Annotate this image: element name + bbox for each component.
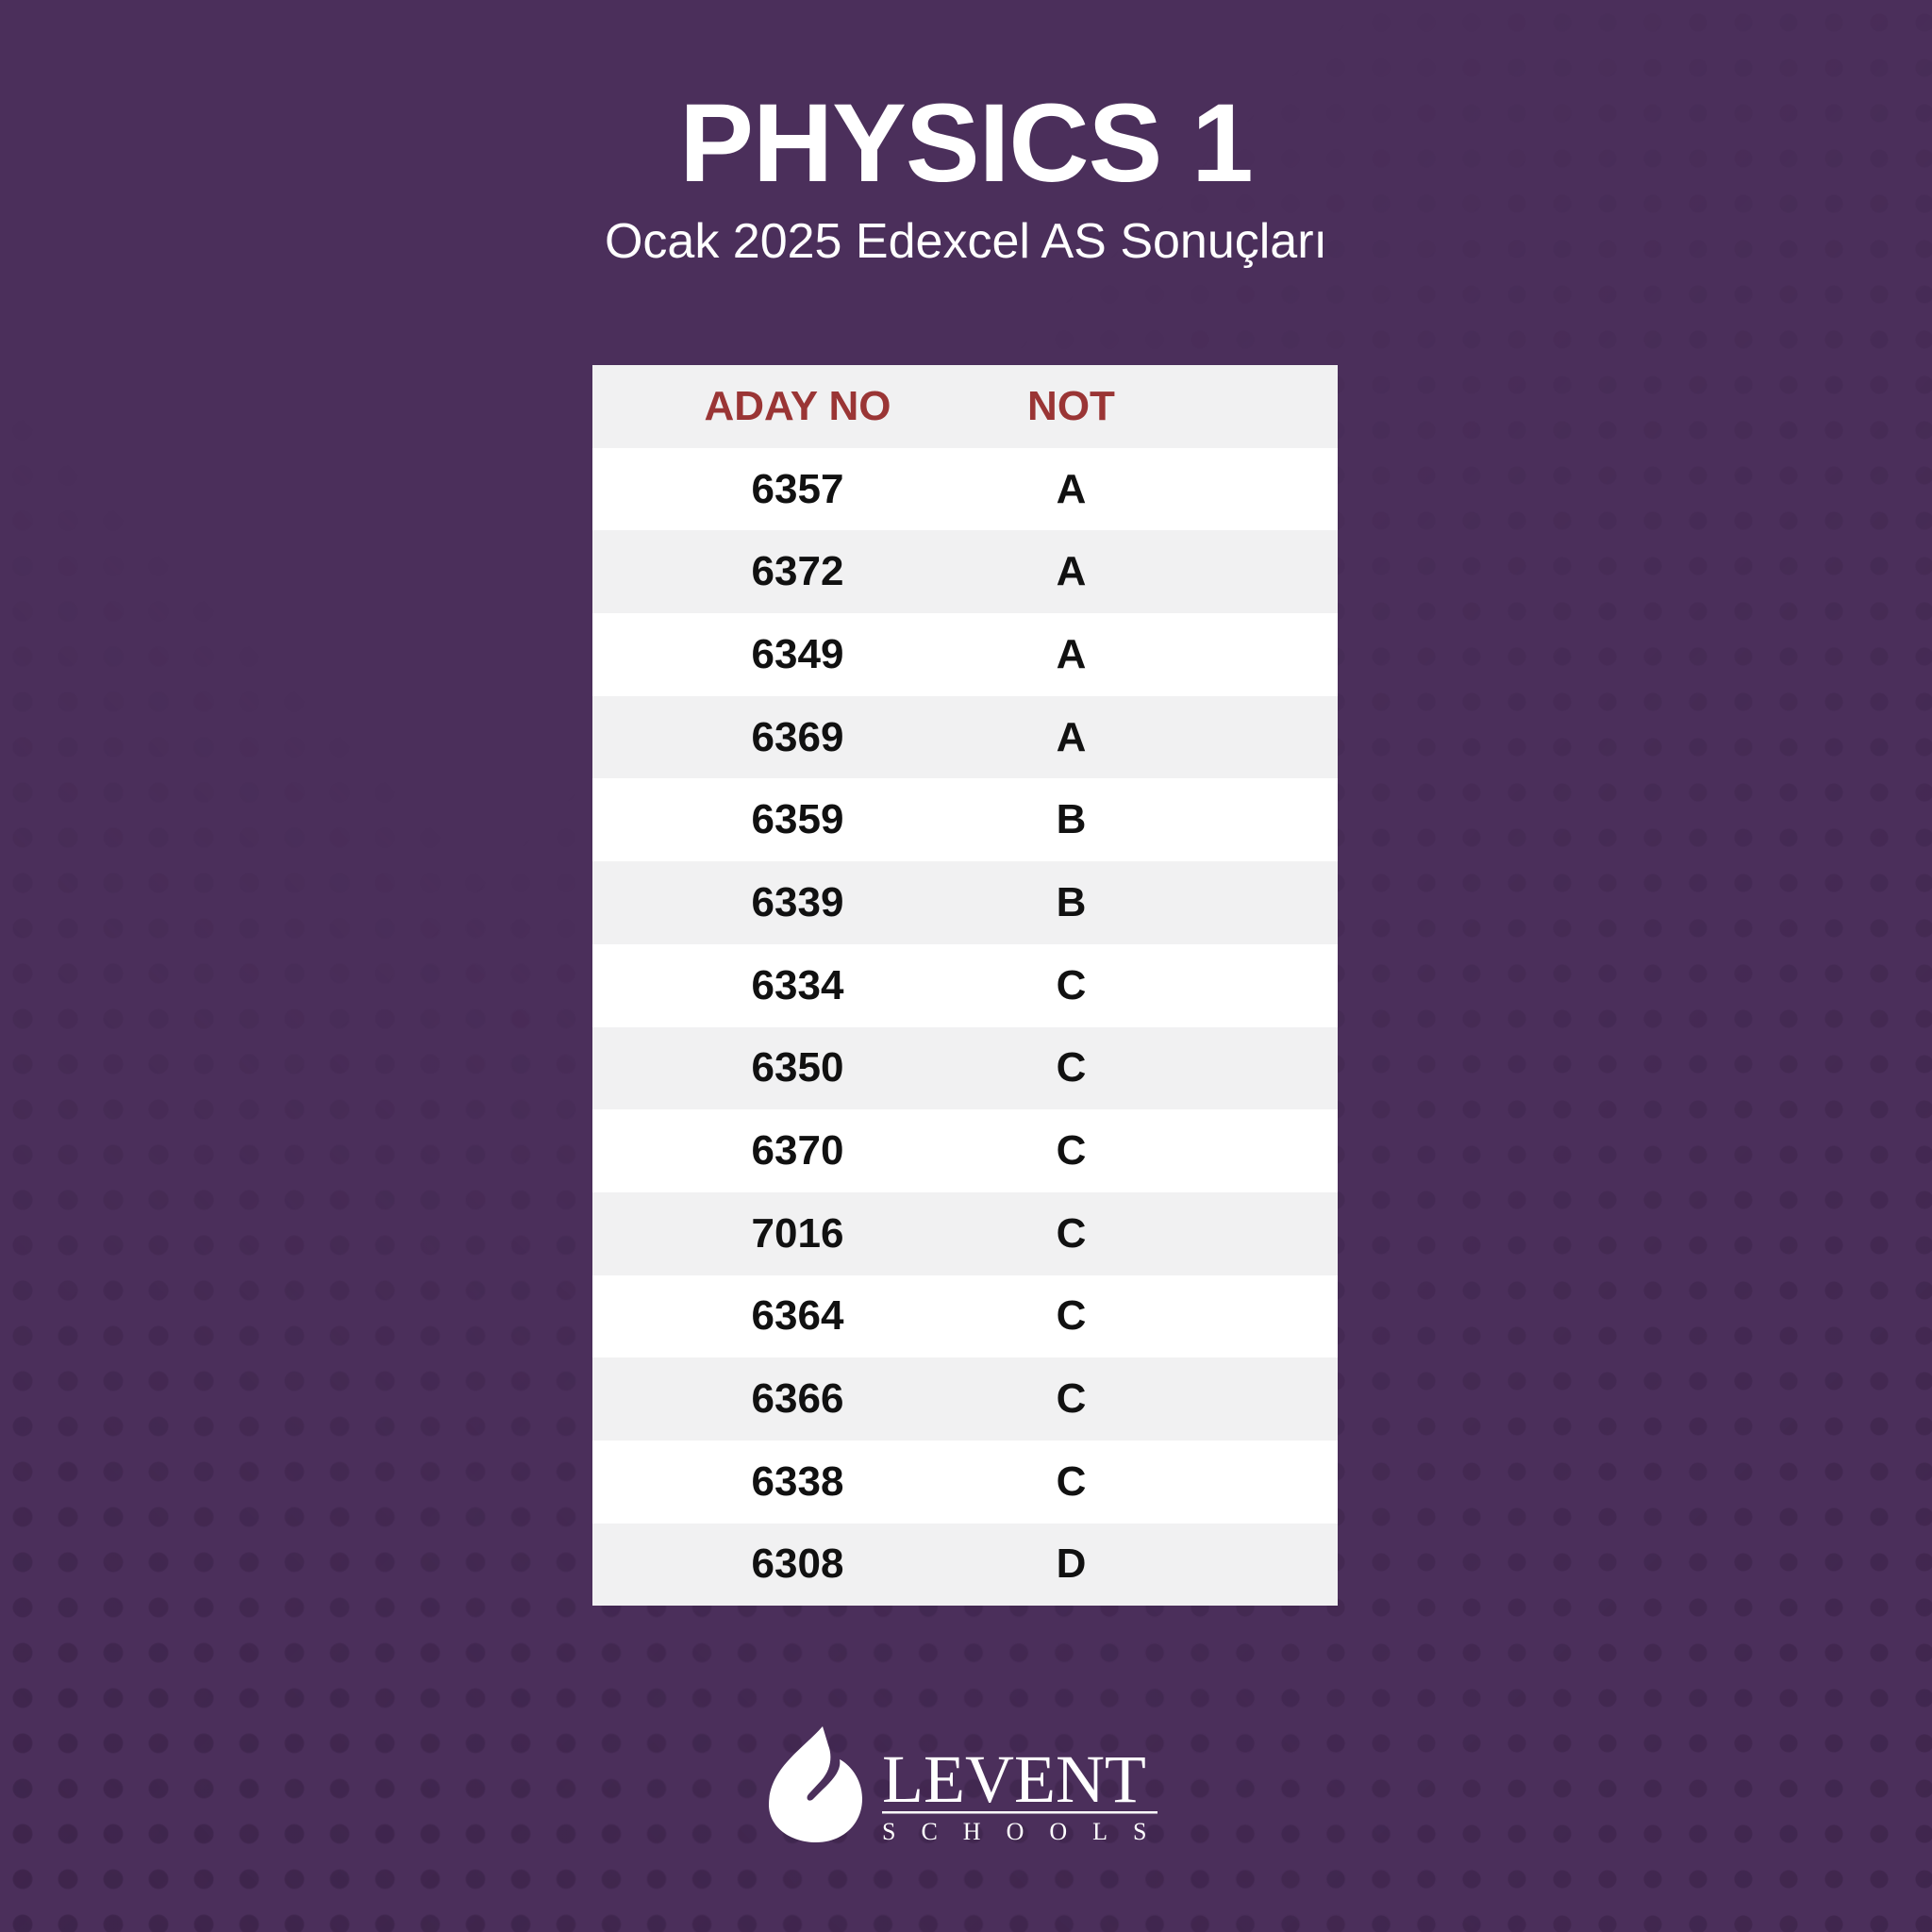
grade-cell: A [1056,630,1087,677]
grade-cell: C [1056,1044,1087,1091]
candidate-no-cell: 6359 [751,796,844,843]
candidate-no-cell: 6339 [751,878,844,925]
candidate-no-cell: 6308 [751,1541,844,1588]
candidate-no-cell: 6349 [751,630,844,677]
table-row: 6369 A [592,695,1338,779]
header-candidate-no: ADAY NO [704,382,891,429]
grade-cell: D [1056,1541,1087,1588]
candidate-no-cell: 6370 [751,1127,844,1174]
levent-schools-logo: LEVENT SCHOOLS [769,1726,1170,1844]
table-header-row: ADAY NO NOT [592,365,1338,448]
grade-cell: A [1056,713,1087,760]
candidate-no-cell: 6364 [751,1292,844,1340]
flame-icon [769,1726,862,1842]
candidate-no-cell: 6350 [751,1044,844,1091]
table-row: 6372 A [592,530,1338,614]
table-row: 6334 C [592,943,1338,1027]
table-row: 6359 B [592,778,1338,862]
candidate-no-cell: 6334 [751,961,844,1008]
table-row: 6350 C [592,1026,1338,1110]
page-subtitle: Ocak 2025 Edexcel AS Sonuçları [604,214,1327,269]
page-title: PHYSICS 1 [679,81,1253,206]
grade-cell: A [1056,465,1087,512]
table-row: 6357 A [592,447,1338,531]
table-row: 6339 B [592,861,1338,944]
candidate-no-cell: 6338 [751,1457,844,1505]
table-row: 6370 C [592,1109,1338,1192]
grade-cell: C [1056,1209,1087,1257]
table-row: 7016 C [592,1191,1338,1275]
table-row: 6366 C [592,1357,1338,1441]
header-grade: NOT [1027,382,1115,429]
grade-cell: B [1056,796,1087,843]
grade-cell: C [1056,961,1087,1008]
grade-cell: A [1056,548,1087,595]
table-row: 6338 C [592,1440,1338,1524]
candidate-no-cell: 6366 [751,1375,844,1423]
table-row: 6349 A [592,613,1338,696]
grade-cell: C [1056,1457,1087,1505]
grade-cell: B [1056,878,1087,925]
grade-cell: C [1056,1292,1087,1340]
results-table: ADAY NO NOT 6357 A 6372 A 6349 A 6369 A 6359 B 633… [592,365,1338,1607]
candidate-no-cell: 7016 [751,1209,844,1257]
logo-tagline: SCHOOLS [882,1818,1170,1844]
grade-cell: C [1056,1375,1087,1423]
table-row: 6308 D [592,1523,1338,1607]
grade-cell: C [1056,1127,1087,1174]
logo-name: LEVENT [882,1741,1146,1817]
candidate-no-cell: 6372 [751,548,844,595]
candidate-no-cell: 6369 [751,713,844,760]
table-row: 6364 C [592,1274,1338,1358]
candidate-no-cell: 6357 [751,465,844,512]
